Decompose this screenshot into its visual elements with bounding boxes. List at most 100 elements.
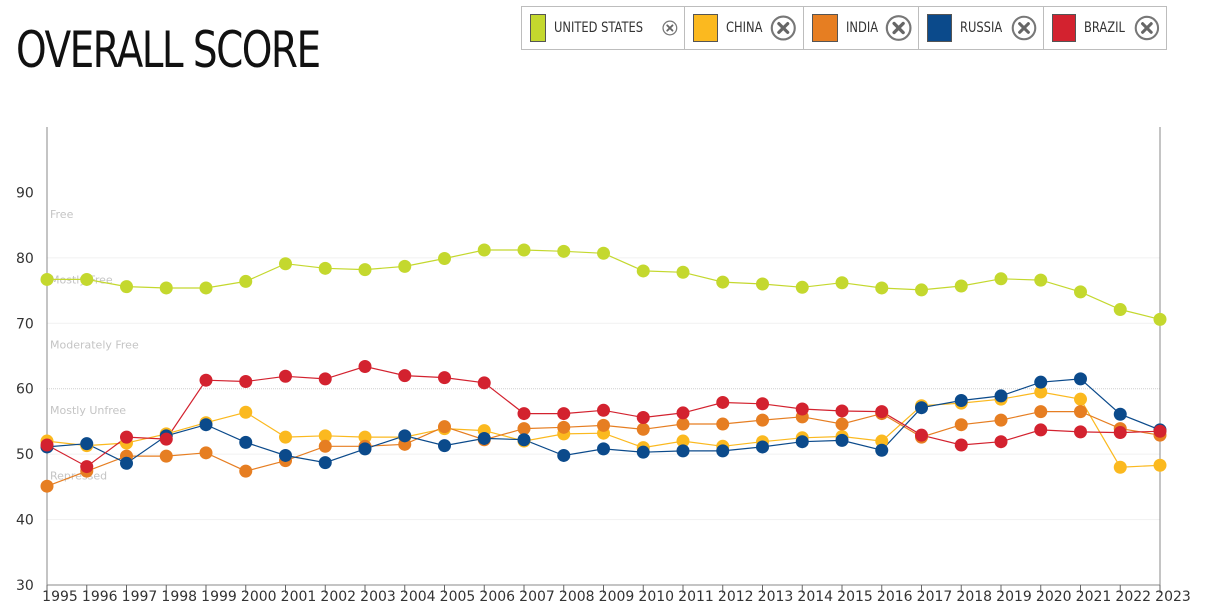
data-point-russia bbox=[358, 442, 372, 456]
data-point-brazil bbox=[438, 371, 451, 385]
data-point-india bbox=[557, 420, 571, 434]
data-point-russia bbox=[398, 429, 412, 443]
legend-label: CHINA bbox=[725, 20, 763, 36]
data-point-brazil bbox=[636, 411, 650, 425]
legend-item-china[interactable]: CHINA bbox=[684, 6, 804, 50]
x-tick-label: 1996 bbox=[82, 589, 118, 605]
data-point-russia bbox=[636, 445, 650, 459]
data-point-india bbox=[994, 413, 1008, 427]
x-tick-label: 2018 bbox=[956, 589, 992, 605]
y-tick-label: 40 bbox=[16, 513, 34, 529]
data-point-united-states bbox=[239, 274, 253, 288]
x-tick-label: 2011 bbox=[678, 589, 714, 605]
legend-swatch bbox=[812, 14, 838, 42]
data-point-russia bbox=[1113, 407, 1127, 421]
data-point-united-states bbox=[517, 243, 531, 257]
data-point-united-states bbox=[557, 244, 571, 258]
band-label: Repressed bbox=[50, 470, 107, 483]
data-point-china bbox=[676, 434, 690, 448]
data-point-brazil bbox=[40, 438, 54, 452]
band-label: Moderately Free bbox=[50, 339, 139, 352]
data-point-united-states bbox=[438, 252, 451, 266]
data-point-russia bbox=[318, 456, 332, 470]
data-point-india bbox=[517, 422, 531, 436]
data-point-brazil bbox=[1074, 425, 1087, 439]
legend: UNITED STATES CHINA INDIA RUSSIA BRAZIL bbox=[521, 6, 1167, 50]
data-point-brazil bbox=[358, 359, 372, 373]
data-point-india bbox=[1034, 405, 1048, 419]
close-icon[interactable] bbox=[885, 13, 912, 43]
data-point-russia bbox=[239, 435, 253, 449]
data-point-china bbox=[1113, 460, 1127, 474]
data-point-brazil bbox=[80, 460, 94, 474]
legend-item-russia[interactable]: RUSSIA bbox=[918, 6, 1044, 50]
close-icon[interactable] bbox=[770, 13, 797, 43]
x-tick-label: 2010 bbox=[638, 589, 674, 605]
data-point-india bbox=[318, 439, 332, 453]
x-tick-label: 2008 bbox=[559, 589, 595, 605]
x-tick-label: 2014 bbox=[797, 589, 833, 605]
x-tick-label: 2000 bbox=[241, 589, 277, 605]
legend-item-india[interactable]: INDIA bbox=[803, 6, 919, 50]
close-icon[interactable] bbox=[1011, 13, 1037, 43]
data-point-india bbox=[199, 446, 213, 460]
data-point-brazil bbox=[676, 406, 690, 420]
legend-swatch bbox=[693, 14, 718, 42]
data-point-united-states bbox=[318, 261, 332, 275]
data-point-india bbox=[835, 417, 849, 431]
data-point-russia bbox=[756, 440, 769, 454]
data-point-united-states bbox=[875, 281, 889, 295]
legend-item-brazil[interactable]: BRAZIL bbox=[1043, 6, 1167, 50]
data-point-brazil bbox=[477, 376, 491, 390]
x-tick-label: 2005 bbox=[440, 589, 476, 605]
data-point-russia bbox=[795, 435, 809, 449]
data-point-china bbox=[1074, 392, 1087, 406]
data-point-china bbox=[239, 405, 253, 419]
x-tick-label: 2017 bbox=[917, 589, 953, 605]
data-point-brazil bbox=[716, 395, 730, 409]
data-point-brazil bbox=[557, 407, 571, 421]
x-tick-label: 2020 bbox=[1036, 589, 1072, 605]
legend-swatch bbox=[927, 14, 952, 42]
legend-swatch bbox=[530, 14, 546, 42]
data-point-brazil bbox=[159, 432, 173, 446]
data-point-united-states bbox=[1113, 303, 1127, 317]
legend-label: INDIA bbox=[845, 20, 878, 36]
data-point-brazil bbox=[398, 369, 412, 383]
close-icon[interactable] bbox=[1134, 13, 1160, 43]
data-point-brazil bbox=[318, 372, 332, 386]
legend-item-united-states[interactable]: UNITED STATES bbox=[521, 6, 685, 50]
data-point-brazil bbox=[279, 369, 292, 383]
legend-label: UNITED STATES bbox=[553, 20, 643, 36]
x-tick-label: 2012 bbox=[718, 589, 754, 605]
data-point-united-states bbox=[1074, 285, 1087, 299]
data-point-russia bbox=[120, 456, 133, 470]
x-tick-label: 1995 bbox=[42, 589, 78, 605]
x-tick-label: 2001 bbox=[281, 589, 317, 605]
data-point-russia bbox=[915, 401, 928, 415]
data-point-united-states bbox=[40, 272, 54, 286]
data-point-united-states bbox=[80, 272, 94, 286]
x-tick-label: 2007 bbox=[519, 589, 555, 605]
data-point-united-states bbox=[597, 246, 610, 260]
data-point-brazil bbox=[517, 407, 531, 421]
data-point-united-states bbox=[358, 263, 372, 277]
y-tick-label: 90 bbox=[16, 185, 34, 201]
data-point-brazil bbox=[1153, 424, 1167, 438]
y-tick-label: 60 bbox=[16, 382, 34, 398]
data-point-china bbox=[318, 429, 332, 443]
band-label: Free bbox=[50, 208, 74, 221]
data-point-india bbox=[756, 413, 769, 427]
x-tick-label: 2019 bbox=[996, 589, 1032, 605]
x-tick-label: 2006 bbox=[479, 589, 515, 605]
x-tick-label: 2015 bbox=[837, 589, 873, 605]
data-point-brazil bbox=[795, 402, 809, 416]
data-point-india bbox=[40, 479, 54, 493]
x-tick-label: 2009 bbox=[599, 589, 635, 605]
data-point-brazil bbox=[875, 405, 889, 419]
close-icon[interactable] bbox=[662, 13, 678, 43]
data-point-india bbox=[1074, 405, 1087, 419]
legend-label: RUSSIA bbox=[959, 20, 1002, 36]
legend-label: BRAZIL bbox=[1084, 20, 1126, 36]
